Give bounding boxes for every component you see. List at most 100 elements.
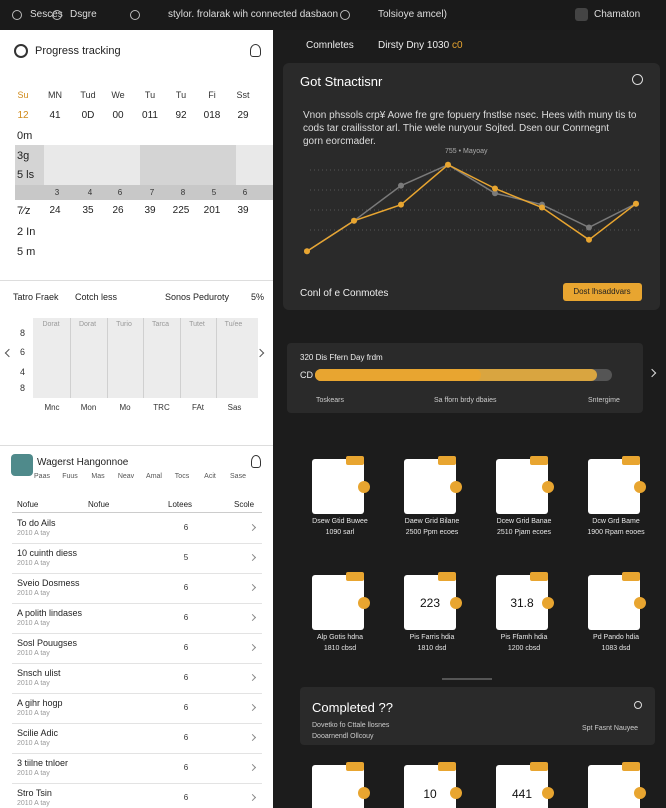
divider: [12, 573, 262, 574]
strip-num: 8: [180, 188, 186, 197]
user-name: Chamaton: [594, 9, 641, 20]
row-name: Snsch ulist: [17, 668, 61, 678]
x-label: Mo: [119, 403, 131, 412]
date: 39: [237, 205, 249, 216]
tile-dot: [634, 787, 646, 799]
row-value: 6: [183, 643, 189, 652]
y-label: 6: [20, 347, 26, 357]
tile[interactable]: [588, 575, 640, 630]
tile-label: Dcew Grid Banae: [496, 518, 552, 525]
chart-footer: Conl of e Conmotes: [300, 288, 389, 299]
tile[interactable]: [588, 459, 640, 514]
row-name: 3 tiilne tnloer: [17, 758, 69, 768]
date: 24: [49, 205, 61, 216]
column-label: Dorat: [42, 321, 60, 328]
column-label: Dorat: [78, 321, 97, 328]
tile[interactable]: [404, 459, 456, 514]
panel-label: Cotch less: [75, 292, 118, 302]
tab: Comnletes: [306, 40, 354, 51]
point: [398, 182, 404, 189]
card-title: Wagerst Hangonnoe: [37, 457, 129, 468]
tile-tab: [530, 572, 548, 581]
tile[interactable]: [404, 575, 456, 630]
divider: [0, 280, 273, 281]
row-value: 6: [183, 673, 189, 682]
day: Tu: [175, 90, 187, 100]
subtitle: Dooarnendl Ollcouy: [312, 733, 374, 740]
chevron[interactable]: [647, 368, 657, 378]
point: [492, 190, 498, 197]
icon: [130, 10, 140, 20]
tile[interactable]: [496, 575, 548, 630]
tile-label: Alp Gotis hdna: [317, 634, 363, 641]
tile[interactable]: [496, 765, 548, 808]
strip-num: 3: [54, 188, 60, 197]
chart-card: [283, 63, 660, 310]
button-label: Dost lhsaddvars: [573, 287, 631, 296]
tile-label: Pis Farris hdia: [409, 634, 455, 641]
tile-tab: [346, 572, 364, 581]
tile-dot: [634, 481, 646, 493]
panel-label: Sonos Peduroty: [165, 292, 230, 302]
divider: [12, 753, 262, 754]
tile-dot: [358, 481, 370, 493]
row-sub: 2010 A tay: [17, 710, 50, 717]
divider: [12, 783, 262, 784]
calendar-strip: [15, 185, 273, 200]
button[interactable]: [563, 283, 642, 301]
tile-dot: [542, 481, 554, 493]
card-title: Completed ??: [312, 700, 393, 715]
nav-item: Tolsioye amcel): [378, 9, 447, 20]
icon[interactable]: [634, 701, 642, 709]
date: 12: [17, 110, 29, 121]
date: 225: [172, 205, 190, 216]
divider: [12, 512, 262, 513]
tile[interactable]: [404, 765, 456, 808]
divider: [0, 445, 273, 446]
y-label: 8: [20, 383, 26, 393]
date: 26: [112, 205, 124, 216]
tile-dot: [450, 597, 462, 609]
icon[interactable]: [251, 455, 261, 468]
line-series: [306, 163, 637, 252]
date: 92: [175, 110, 187, 121]
point: [445, 161, 451, 168]
avatar: [575, 8, 588, 21]
row-name: A polith lindases: [17, 608, 83, 618]
strip-num: 6: [117, 188, 123, 197]
app-icon: [11, 454, 33, 476]
column-label: Tutet: [189, 321, 205, 328]
tile[interactable]: [312, 459, 364, 514]
divider: [12, 723, 262, 724]
tile[interactable]: [496, 459, 548, 514]
search-icon[interactable]: [632, 74, 643, 85]
table-header: Nofue: [88, 500, 110, 509]
tile-value: 441: [511, 787, 533, 801]
card-title: 320 Dis Ffern Day frdm: [300, 353, 383, 362]
right-label: Spt Fasnt Nauyee: [582, 725, 639, 732]
day: Fi: [208, 90, 216, 100]
row-sub: 2010 A tay: [17, 740, 50, 747]
icon: [12, 10, 22, 20]
row-value: 6: [183, 583, 189, 592]
tile[interactable]: [588, 765, 640, 808]
strip-num: 5: [211, 188, 217, 197]
tile[interactable]: [312, 765, 364, 808]
icon[interactable]: [250, 44, 261, 57]
tile-label: Dsew Gtid Buwee: [312, 518, 368, 525]
row-sub: 2010 A tay: [17, 530, 50, 537]
point: [586, 236, 592, 243]
point: [398, 201, 404, 208]
row-sub: 2010 A tay: [17, 650, 50, 657]
tile-label: Pd Pando hdia: [593, 634, 639, 641]
row-name: 10 cuinth diess: [17, 548, 78, 558]
tile-tab: [622, 762, 640, 771]
date: 00: [112, 110, 124, 121]
tile-label: Dcw Grd Bame: [592, 518, 640, 525]
point: [633, 200, 639, 207]
top-bar: [0, 0, 666, 30]
divider: [12, 633, 262, 634]
tile[interactable]: [312, 575, 364, 630]
point: [586, 224, 592, 231]
line-chart: [304, 161, 640, 255]
